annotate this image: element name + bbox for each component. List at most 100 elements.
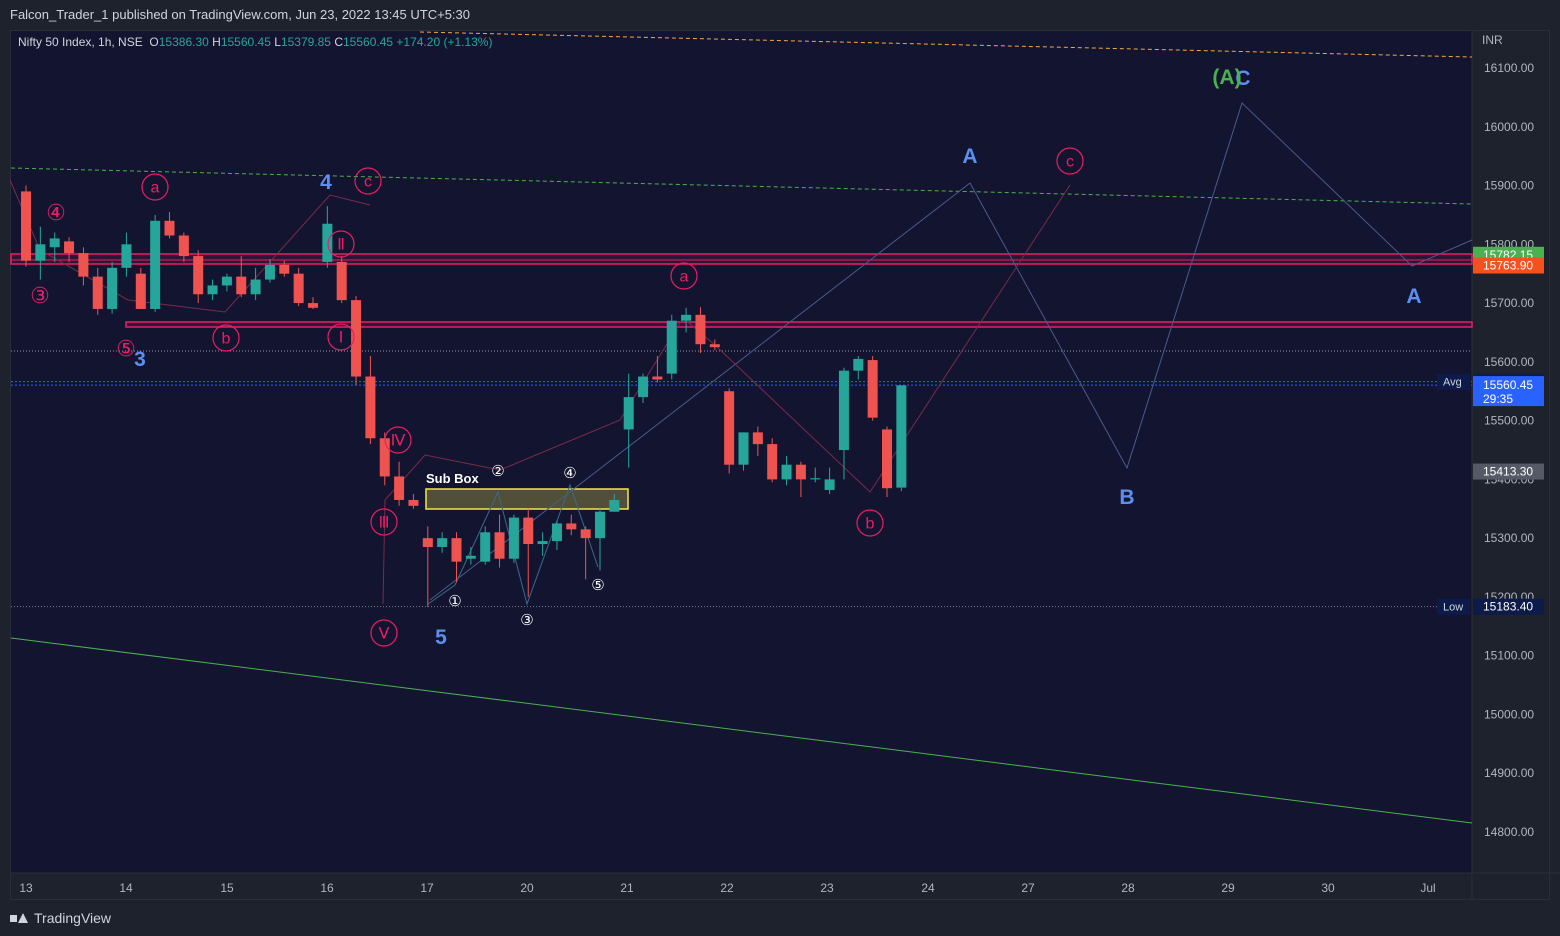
candle-body <box>293 273 304 304</box>
candles <box>21 185 907 607</box>
candle-body <box>164 220 175 236</box>
tradingview-icon <box>10 913 28 923</box>
candle-body <box>609 499 620 512</box>
candle-body <box>451 538 462 562</box>
chart-overlays <box>9 31 1560 900</box>
green-wave-label: (A) <box>1212 66 1241 89</box>
candle <box>178 232 189 262</box>
white-circled-number: ③ <box>520 611 533 629</box>
candle <box>465 546 476 565</box>
candle <box>451 532 462 583</box>
symbol-name[interactable]: Nifty 50 Index, 1h, NSE <box>18 35 143 49</box>
price-tag-badge-label: Avg <box>1443 377 1462 389</box>
label-text: c <box>1066 154 1074 171</box>
candle-body <box>752 432 763 445</box>
price-tag <box>1473 376 1544 407</box>
label-circle <box>856 509 884 537</box>
candle-body <box>523 517 534 545</box>
price-tick-label: 14900.00 <box>1484 766 1534 780</box>
candle <box>322 206 333 268</box>
candle <box>709 339 720 351</box>
candle-body <box>781 464 792 480</box>
blue-wave-label: B <box>1119 486 1134 509</box>
price-tag <box>1473 463 1544 480</box>
white-circled-number: ① <box>448 592 461 610</box>
candle-body <box>322 223 333 262</box>
time-tick-label: 27 <box>1021 881 1035 895</box>
price-tag-value: 15560.45 <box>1483 378 1533 392</box>
candle-body <box>896 385 907 488</box>
candle <box>795 461 806 498</box>
tradingview-logo[interactable]: TradingView <box>10 910 111 926</box>
candle <box>566 514 577 536</box>
label-circle <box>327 323 355 351</box>
candle-body <box>207 285 218 295</box>
resistance-zone-upper <box>10 253 1473 265</box>
brand-name: TradingView <box>34 910 112 926</box>
price-tick-label: 15700.00 <box>1484 296 1534 310</box>
candle <box>695 307 706 354</box>
candle-body <box>853 358 864 371</box>
candle-body <box>652 376 663 380</box>
price-tick-label: 14800.00 <box>1484 825 1534 839</box>
price-tag <box>1473 598 1544 615</box>
candle <box>365 355 376 445</box>
price-tick-label: 15100.00 <box>1484 649 1534 663</box>
time-tick-label: 30 <box>1321 881 1335 895</box>
candle-body <box>408 499 419 506</box>
sub-box-label: Sub Box <box>426 471 479 486</box>
candle <box>882 426 892 498</box>
low-value: 15379.85 <box>280 35 331 49</box>
blue-wave-label: 4 <box>320 171 332 194</box>
candle <box>824 467 835 495</box>
green-dashed-trendline <box>10 167 1473 205</box>
candle <box>580 526 591 580</box>
countdown-label: 29:35 <box>1483 392 1513 406</box>
candle-body <box>35 244 46 261</box>
candle-body <box>365 376 376 439</box>
label-text: Ⅱ <box>337 237 345 254</box>
label-text: Ⅰ <box>339 330 344 347</box>
candle-body <box>264 264 275 280</box>
candle <box>437 532 448 553</box>
candle-body <box>308 303 318 308</box>
candle-body <box>738 432 749 465</box>
candle <box>666 314 677 380</box>
time-tick-label: 15 <box>220 881 234 895</box>
time-tick-label: 21 <box>620 881 634 895</box>
label-text: Ⅲ <box>378 515 389 532</box>
price-tick-label: 15000.00 <box>1484 707 1534 721</box>
candle-body <box>437 538 448 547</box>
candle-body <box>193 256 204 295</box>
candle-body <box>724 391 735 465</box>
price-tag-badge-label: Low <box>1443 602 1463 614</box>
pink-wave-label: Ⅰ <box>327 323 355 351</box>
pink-wave-label: c <box>1056 147 1084 175</box>
pink-wave-label: a <box>670 262 698 290</box>
pink-wave-left <box>9 179 371 313</box>
candle <box>838 367 849 480</box>
candle-body <box>551 523 562 542</box>
candle-body <box>695 314 706 345</box>
candle <box>293 267 304 307</box>
candle-body <box>221 276 232 286</box>
candle <box>638 373 649 403</box>
candle <box>724 388 735 474</box>
time-tick-label: 23 <box>820 881 834 895</box>
label-circle <box>1056 147 1084 175</box>
candle-body <box>580 529 591 539</box>
candle-body <box>336 261 347 301</box>
candle <box>221 273 232 292</box>
high-value: 15560.45 <box>220 35 271 49</box>
time-tick-label: 22 <box>720 881 734 895</box>
candle <box>551 520 562 550</box>
candle <box>394 461 405 506</box>
candle <box>135 267 146 309</box>
pink-wave-label: Ⅲ <box>370 508 398 536</box>
candle-body <box>351 300 362 377</box>
candle-body <box>882 429 892 489</box>
candle-body <box>78 253 89 277</box>
published-header: Falcon_Trader_1 published on TradingView… <box>0 0 1560 30</box>
resistance-zone-lower <box>125 321 1473 328</box>
